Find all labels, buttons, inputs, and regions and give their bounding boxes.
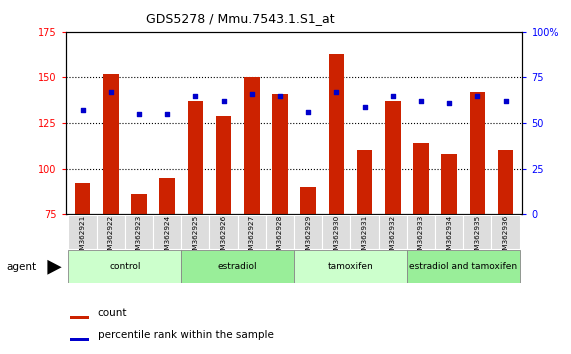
Bar — [441, 154, 457, 214]
Bar — [188, 101, 203, 214]
Text: GSM362934: GSM362934 — [446, 215, 452, 259]
Text: GSM362922: GSM362922 — [108, 215, 114, 259]
Bar — [125, 215, 153, 249]
Text: GSM362932: GSM362932 — [390, 215, 396, 259]
Bar — [328, 54, 344, 214]
Text: control: control — [109, 262, 140, 271]
Text: GSM362928: GSM362928 — [277, 215, 283, 259]
Bar — [69, 250, 181, 283]
Text: estradiol: estradiol — [218, 262, 258, 271]
Bar — [181, 250, 294, 283]
Text: GSM362923: GSM362923 — [136, 215, 142, 259]
Bar — [300, 187, 316, 214]
Bar — [351, 215, 379, 249]
Bar — [70, 338, 89, 341]
Point — [163, 111, 172, 117]
Point — [275, 93, 284, 98]
Bar — [385, 101, 400, 214]
Point — [106, 89, 115, 95]
Point — [445, 100, 454, 106]
Text: tamoxifen: tamoxifen — [328, 262, 373, 271]
Point — [416, 98, 425, 104]
Bar — [413, 143, 429, 214]
Bar — [463, 215, 492, 249]
Point — [78, 107, 87, 113]
Polygon shape — [47, 260, 62, 275]
Bar — [103, 74, 119, 214]
Bar — [70, 316, 89, 319]
Bar — [407, 250, 520, 283]
Point — [388, 93, 397, 98]
Text: GDS5278 / Mmu.7543.1.S1_at: GDS5278 / Mmu.7543.1.S1_at — [146, 12, 334, 25]
Text: GSM362929: GSM362929 — [305, 215, 311, 259]
Bar — [266, 215, 294, 249]
Text: GSM362935: GSM362935 — [475, 215, 480, 259]
Text: GSM362933: GSM362933 — [418, 215, 424, 259]
Bar — [238, 215, 266, 249]
Text: GSM362931: GSM362931 — [361, 215, 368, 259]
Bar — [159, 178, 175, 214]
Bar — [75, 183, 90, 214]
Bar — [498, 150, 513, 214]
Text: agent: agent — [7, 262, 37, 272]
Point — [332, 89, 341, 95]
Point — [304, 109, 313, 115]
Bar — [379, 215, 407, 249]
Bar — [244, 78, 260, 214]
Bar — [357, 150, 372, 214]
Point — [473, 93, 482, 98]
Bar — [407, 215, 435, 249]
Text: GSM362925: GSM362925 — [192, 215, 198, 259]
Bar — [96, 215, 125, 249]
Text: GSM362924: GSM362924 — [164, 215, 170, 259]
Bar — [294, 215, 322, 249]
Point — [191, 93, 200, 98]
Point — [134, 111, 143, 117]
Bar — [216, 116, 231, 214]
Text: count: count — [98, 308, 127, 318]
Bar — [272, 94, 288, 214]
Bar — [294, 250, 407, 283]
Bar — [322, 215, 351, 249]
Bar — [153, 215, 181, 249]
Bar — [435, 215, 463, 249]
Text: GSM362926: GSM362926 — [220, 215, 227, 259]
Text: estradiol and tamoxifen: estradiol and tamoxifen — [409, 262, 517, 271]
Point — [247, 91, 256, 97]
Text: GSM362921: GSM362921 — [79, 215, 86, 259]
Bar — [69, 215, 96, 249]
Text: GSM362936: GSM362936 — [502, 215, 509, 259]
Bar — [492, 215, 520, 249]
Text: percentile rank within the sample: percentile rank within the sample — [98, 330, 274, 340]
Point — [360, 104, 369, 109]
Point — [501, 98, 510, 104]
Text: GSM362930: GSM362930 — [333, 215, 339, 259]
Bar — [469, 92, 485, 214]
Bar — [131, 194, 147, 214]
Text: GSM362927: GSM362927 — [249, 215, 255, 259]
Bar — [210, 215, 238, 249]
Point — [219, 98, 228, 104]
Bar — [181, 215, 210, 249]
